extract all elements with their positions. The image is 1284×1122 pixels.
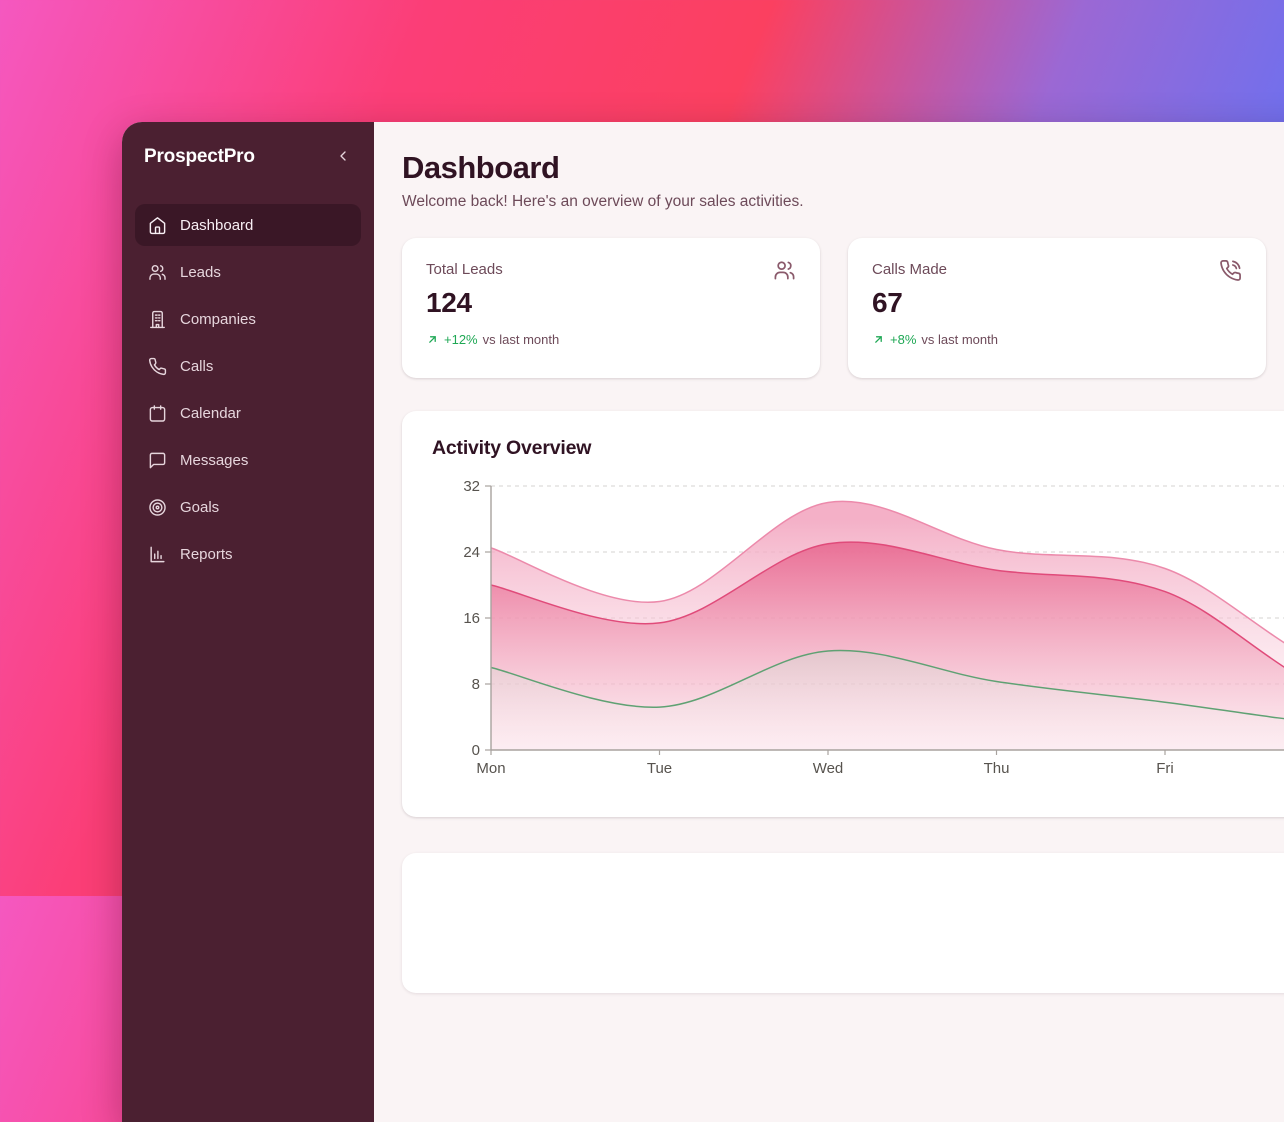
line-rose-band [490, 541, 1284, 668]
sidebar-item-label: Goals [180, 498, 220, 516]
app-window: ProspectPro Dashboard Leads Companies Calls… [122, 122, 1284, 1122]
stat-card-calls-made: Calls Made 67 +8% vs last month [848, 238, 1266, 378]
activity-chart-svg: 08162432MonTueWedThuFriSatSun [463, 478, 1284, 777]
stat-value: 124 [426, 287, 472, 318]
line-light-pink-band [490, 500, 1284, 644]
page-subtitle: Welcome back! Here's an overview of your… [402, 193, 804, 210]
sidebar-header: ProspectPro [135, 140, 361, 168]
sidebar-nav: Dashboard Leads Companies Calls Calendar Mess… [135, 204, 361, 575]
sidebar-collapse-button[interactable] [332, 146, 354, 168]
sidebar-item-goals[interactable]: Goals [135, 486, 361, 528]
stat-card-total-leads: Total Leads 124 +12% vs last month [402, 238, 820, 378]
phone-call-icon [1219, 259, 1242, 282]
svg-text:Wed: Wed [813, 760, 844, 777]
stats-row: Total Leads 124 +12% vs last month Calls Mad… [402, 238, 1284, 378]
users-icon [148, 263, 167, 282]
bar-chart-icon [148, 545, 167, 564]
phone-icon [148, 357, 167, 376]
svg-text:8: 8 [472, 676, 480, 693]
users-icon [773, 259, 796, 282]
sidebar-item-label: Calls [180, 357, 214, 375]
sidebar-item-label: Companies [180, 310, 256, 328]
chevron-left-icon [335, 148, 351, 167]
svg-text:16: 16 [463, 610, 480, 627]
stat-change-percent: +12% [444, 332, 478, 347]
arrow-up-right-icon [426, 333, 439, 346]
sidebar-item-label: Messages [180, 451, 249, 469]
svg-text:0: 0 [472, 742, 480, 759]
main-content: Dashboard Welcome back! Here's an overvi… [374, 122, 1284, 1122]
svg-text:Mon: Mon [476, 760, 505, 777]
chart-title: Activity Overview [432, 437, 592, 459]
sidebar-item-leads[interactable]: Leads [135, 251, 361, 293]
page-title: Dashboard [402, 150, 560, 185]
app-title: ProspectPro [144, 146, 255, 167]
home-icon [148, 216, 167, 235]
arrow-up-right-icon [872, 333, 885, 346]
line-green-band [490, 649, 1284, 720]
target-icon [148, 498, 167, 517]
sidebar-item-messages[interactable]: Messages [135, 439, 361, 481]
stat-change: +12% vs last month [426, 332, 796, 347]
stat-change-suffix: vs last month [482, 332, 560, 347]
stat-value: 67 [872, 287, 903, 318]
stat-change-percent: +8% [890, 332, 917, 347]
next-section-card [402, 853, 1284, 993]
sidebar-item-reports[interactable]: Reports [135, 533, 361, 575]
calendar-icon [148, 404, 167, 423]
svg-text:32: 32 [463, 478, 480, 495]
stat-label: Calls Made [872, 261, 948, 278]
sidebar-item-dashboard[interactable]: Dashboard [135, 204, 361, 246]
svg-text:Fri: Fri [1156, 760, 1174, 777]
sidebar-item-label: Leads [180, 263, 221, 281]
sidebar: ProspectPro Dashboard Leads Companies Calls… [122, 122, 374, 1122]
building-icon [148, 310, 167, 329]
activity-area-chart: 08162432MonTueWedThuFriSatSun [432, 470, 1284, 795]
area-green-band [491, 650, 1284, 750]
stat-label: Total Leads [426, 261, 503, 278]
sidebar-item-companies[interactable]: Companies [135, 298, 361, 340]
sidebar-item-calendar[interactable]: Calendar [135, 392, 361, 434]
sidebar-item-label: Calendar [180, 404, 241, 422]
stat-change: +8% vs last month [872, 332, 1242, 347]
svg-text:Thu: Thu [984, 760, 1010, 777]
svg-text:Tue: Tue [647, 760, 672, 777]
sidebar-item-label: Dashboard [180, 216, 254, 234]
svg-text:24: 24 [463, 544, 480, 561]
sidebar-item-calls[interactable]: Calls [135, 345, 361, 387]
sidebar-item-label: Reports [180, 545, 233, 563]
activity-overview-card: Activity Overview 0 8 16 24 32 Mon Tue Wed Thu Fr… [402, 411, 1284, 817]
stat-change-suffix: vs last month [921, 332, 998, 347]
message-icon [148, 451, 167, 470]
